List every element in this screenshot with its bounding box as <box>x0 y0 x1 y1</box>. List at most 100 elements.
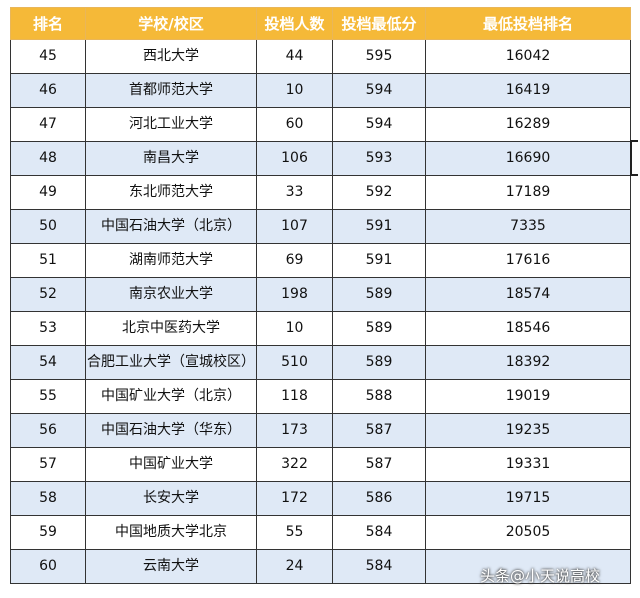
admitted-count-cell[interactable]: 60 <box>256 107 333 142</box>
min-rank-cell[interactable]: 19715 <box>425 481 631 516</box>
rank-cell[interactable]: 55 <box>10 379 86 414</box>
min-score-cell[interactable]: 586 <box>332 481 426 516</box>
admitted-count-cell[interactable]: 198 <box>256 277 333 312</box>
school-cell[interactable]: 合肥工业大学（宣城校区） <box>85 345 257 380</box>
admitted-count-cell[interactable]: 107 <box>256 209 333 244</box>
rank-cell[interactable]: 53 <box>10 311 86 346</box>
rank-cell[interactable]: 50 <box>10 209 86 244</box>
cell-selection-marker <box>630 140 638 176</box>
rank-cell[interactable]: 54 <box>10 345 86 380</box>
min-rank-cell[interactable]: 17616 <box>425 243 631 278</box>
rank-cell[interactable]: 58 <box>10 481 86 516</box>
min-score-cell[interactable]: 588 <box>332 379 426 414</box>
rank-cell[interactable]: 60 <box>10 549 86 584</box>
admitted-count-cell[interactable]: 106 <box>256 141 333 176</box>
table-row: 50 中国石油大学（北京） 107 591 7335 <box>10 209 631 244</box>
min-rank-cell[interactable]: 19019 <box>425 379 631 414</box>
admitted-count-cell[interactable]: 172 <box>256 481 333 516</box>
min-rank-cell[interactable]: 16419 <box>425 73 631 108</box>
admitted-count-cell[interactable]: 510 <box>256 345 333 380</box>
table-row: 59 中国地质大学北京 55 584 20505 <box>10 515 631 550</box>
rank-cell[interactable]: 59 <box>10 515 86 550</box>
rank-cell[interactable]: 57 <box>10 447 86 482</box>
admitted-count-cell[interactable]: 322 <box>256 447 333 482</box>
admitted-count-cell[interactable]: 10 <box>256 311 333 346</box>
min-score-cell[interactable]: 591 <box>332 209 426 244</box>
school-cell[interactable]: 云南大学 <box>85 549 257 584</box>
admitted-count-cell[interactable]: 55 <box>256 515 333 550</box>
header-admitted-count[interactable]: 投档人数 <box>256 7 333 40</box>
min-score-cell[interactable]: 587 <box>332 413 426 448</box>
min-score-cell[interactable]: 594 <box>332 107 426 142</box>
rank-cell[interactable]: 49 <box>10 175 86 210</box>
table-row: 55 中国矿业大学（北京） 118 588 19019 <box>10 379 631 414</box>
school-cell[interactable]: 南昌大学 <box>85 141 257 176</box>
school-cell[interactable]: 东北师范大学 <box>85 175 257 210</box>
min-rank-cell[interactable]: 20505 <box>425 515 631 550</box>
min-score-cell[interactable]: 593 <box>332 141 426 176</box>
header-school[interactable]: 学校/校区 <box>85 7 257 40</box>
header-min-score[interactable]: 投档最低分 <box>332 7 426 40</box>
table-row: 51 湖南师范大学 69 591 17616 <box>10 243 631 278</box>
min-rank-cell[interactable] <box>425 549 631 584</box>
min-rank-cell[interactable]: 16042 <box>425 39 631 74</box>
admitted-count-cell[interactable]: 69 <box>256 243 333 278</box>
rank-cell[interactable]: 46 <box>10 73 86 108</box>
min-score-cell[interactable]: 587 <box>332 447 426 482</box>
admitted-count-cell[interactable]: 118 <box>256 379 333 414</box>
min-score-cell[interactable]: 595 <box>332 39 426 74</box>
school-cell[interactable]: 河北工业大学 <box>85 107 257 142</box>
table-row: 53 北京中医药大学 10 589 18546 <box>10 311 631 346</box>
admitted-count-cell[interactable]: 33 <box>256 175 333 210</box>
min-score-cell[interactable]: 589 <box>332 345 426 380</box>
min-rank-cell[interactable]: 17189 <box>425 175 631 210</box>
min-rank-cell[interactable]: 16690 <box>425 141 631 176</box>
rank-cell[interactable]: 45 <box>10 39 86 74</box>
min-score-cell[interactable]: 589 <box>332 311 426 346</box>
min-score-cell[interactable]: 584 <box>332 515 426 550</box>
min-score-cell[interactable]: 589 <box>332 277 426 312</box>
header-rank[interactable]: 排名 <box>10 7 86 40</box>
rank-cell[interactable]: 52 <box>10 277 86 312</box>
school-cell[interactable]: 湖南师范大学 <box>85 243 257 278</box>
table-row: 49 东北师范大学 33 592 17189 <box>10 175 631 210</box>
min-score-cell[interactable]: 584 <box>332 549 426 584</box>
table-row: 56 中国石油大学（华东） 173 587 19235 <box>10 413 631 448</box>
min-score-cell[interactable]: 591 <box>332 243 426 278</box>
header-min-rank[interactable]: 最低投档排名 <box>425 7 631 40</box>
table-body: 45 西北大学 44 595 16042 46 首都师范大学 10 594 16419 47 河北工业… <box>10 39 631 584</box>
min-rank-cell[interactable]: 18574 <box>425 277 631 312</box>
table-row: 60 云南大学 24 584 <box>10 549 631 584</box>
school-cell[interactable]: 中国石油大学（华东） <box>85 413 257 448</box>
spreadsheet: 排名 学校/校区 投档人数 投档最低分 最低投档排名 45 西北大学 44 595 16… <box>10 7 631 584</box>
school-cell[interactable]: 中国石油大学（北京） <box>85 209 257 244</box>
rank-cell[interactable]: 51 <box>10 243 86 278</box>
min-rank-cell[interactable]: 16289 <box>425 107 631 142</box>
admitted-count-cell[interactable]: 44 <box>256 39 333 74</box>
table-row: 57 中国矿业大学 322 587 19331 <box>10 447 631 482</box>
min-score-cell[interactable]: 592 <box>332 175 426 210</box>
min-rank-cell[interactable]: 19331 <box>425 447 631 482</box>
header-row: 排名 学校/校区 投档人数 投档最低分 最低投档排名 <box>10 7 631 40</box>
admitted-count-cell[interactable]: 173 <box>256 413 333 448</box>
school-cell[interactable]: 中国地质大学北京 <box>85 515 257 550</box>
school-cell[interactable]: 北京中医药大学 <box>85 311 257 346</box>
min-rank-cell[interactable]: 7335 <box>425 209 631 244</box>
school-cell[interactable]: 长安大学 <box>85 481 257 516</box>
table-row: 48 南昌大学 106 593 16690 <box>10 141 631 176</box>
school-cell[interactable]: 南京农业大学 <box>85 277 257 312</box>
rank-cell[interactable]: 48 <box>10 141 86 176</box>
table-row: 54 合肥工业大学（宣城校区） 510 589 18392 <box>10 345 631 380</box>
min-rank-cell[interactable]: 18392 <box>425 345 631 380</box>
school-cell[interactable]: 西北大学 <box>85 39 257 74</box>
school-cell[interactable]: 中国矿业大学 <box>85 447 257 482</box>
min-rank-cell[interactable]: 19235 <box>425 413 631 448</box>
min-score-cell[interactable]: 594 <box>332 73 426 108</box>
rank-cell[interactable]: 47 <box>10 107 86 142</box>
school-cell[interactable]: 首都师范大学 <box>85 73 257 108</box>
admitted-count-cell[interactable]: 24 <box>256 549 333 584</box>
school-cell[interactable]: 中国矿业大学（北京） <box>85 379 257 414</box>
rank-cell[interactable]: 56 <box>10 413 86 448</box>
admitted-count-cell[interactable]: 10 <box>256 73 333 108</box>
min-rank-cell[interactable]: 18546 <box>425 311 631 346</box>
